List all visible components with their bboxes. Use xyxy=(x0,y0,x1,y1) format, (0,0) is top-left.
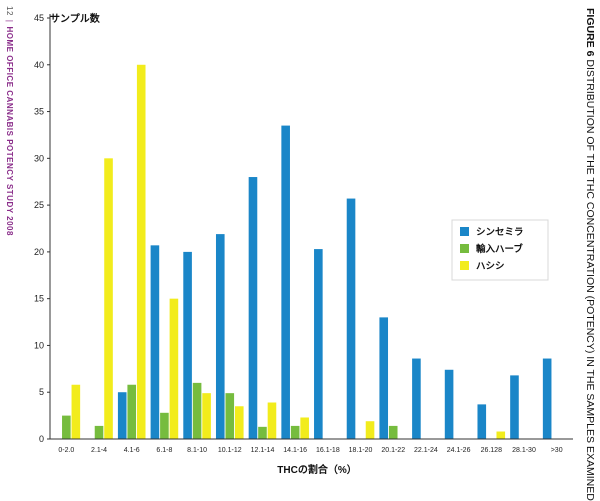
legend-label: 輸入ハーブ xyxy=(476,243,523,255)
bar-sinsemilla-9 xyxy=(346,198,356,439)
x-tick-label: 20.1-22 xyxy=(381,447,405,454)
y-tick-label: 25 xyxy=(34,200,44,210)
y-tick-label: 35 xyxy=(34,107,44,117)
x-tick-label: 28.1-30 xyxy=(512,447,536,454)
bar-sinsemilla-3 xyxy=(150,245,160,439)
bar-imported-herbal-7 xyxy=(290,425,300,439)
bar-imported-herbal-10 xyxy=(388,425,398,439)
bar-hashish-1 xyxy=(104,158,113,439)
bar-hashish-9 xyxy=(365,421,375,439)
bar-sinsemilla-13 xyxy=(477,404,487,439)
bar-imported-herbal-4 xyxy=(192,382,202,439)
y-tick-label: 45 xyxy=(34,13,44,23)
bar-sinsemilla-5 xyxy=(215,234,225,439)
bar-hashish-2 xyxy=(136,64,146,439)
bar-sinsemilla-8 xyxy=(314,249,323,439)
y-tick-label: 5 xyxy=(39,387,44,397)
bar-hashish-5 xyxy=(234,406,244,439)
axes-group: 0 5 10 15 20 25 30 35 40 45 0-2.0 2.1-4 4.1-6 6.1-8 8.… xyxy=(34,13,573,454)
bar-hashish-0 xyxy=(71,384,81,439)
bar-hashish-13 xyxy=(496,431,506,439)
bar-hashish-7 xyxy=(300,417,309,439)
x-tick-label: 14.1-16 xyxy=(283,447,307,454)
legend-swatch xyxy=(460,227,469,236)
bar-hashish-6 xyxy=(267,402,277,439)
x-tick-label: 4.1-6 xyxy=(124,447,140,454)
x-tick-label: 0-2.0 xyxy=(58,447,74,454)
bar-sinsemilla-7 xyxy=(281,125,290,439)
bar-imported-herbal-1 xyxy=(94,425,104,439)
x-tick-label: 26.128 xyxy=(481,447,503,454)
bar-imported-herbal-3 xyxy=(160,412,169,439)
y-tick-label: 20 xyxy=(34,247,44,257)
x-tick-label: 18.1-20 xyxy=(349,447,373,454)
legend-label: ハシシ xyxy=(476,261,505,272)
y-axis-label: サンプル数 xyxy=(50,12,101,25)
bar-imported-herbal-5 xyxy=(225,393,235,439)
x-tick-label: 2.1-4 xyxy=(91,447,107,454)
y-tick-label: 10 xyxy=(34,340,44,350)
x-tick-label: 6.1-8 xyxy=(156,447,172,454)
x-tick-label: 24.1-26 xyxy=(447,447,471,454)
x-tick-label: 22.1-24 xyxy=(414,447,438,454)
y-tick-label: 0 xyxy=(39,434,44,444)
bar-sinsemilla-4 xyxy=(183,251,192,439)
legend-label: シンセミラ xyxy=(476,227,524,238)
bar-sinsemilla-6 xyxy=(248,177,258,440)
x-tick-label: 16.1-18 xyxy=(316,447,340,454)
y-tick-label: 40 xyxy=(34,60,44,70)
legend-swatch xyxy=(460,261,469,270)
bar-imported-herbal-0 xyxy=(62,415,71,439)
y-tick-label: 30 xyxy=(34,153,44,163)
x-tick-label: 12.1-14 xyxy=(251,447,275,454)
bar-sinsemilla-15 xyxy=(542,358,552,439)
x-axis-label: THCの割合（%） xyxy=(277,463,356,476)
x-tick-label: 10.1-12 xyxy=(218,447,242,454)
bar-imported-herbal-6 xyxy=(258,426,267,439)
bar-sinsemilla-10 xyxy=(379,317,389,439)
thc-distribution-chart: 0 5 10 15 20 25 30 35 40 45 0-2.0 2.1-4 4.1-6 6.1-8 8.… xyxy=(34,12,573,476)
bars-group xyxy=(62,64,552,440)
y-tick-label: 15 xyxy=(34,294,44,304)
bar-sinsemilla-14 xyxy=(510,375,519,439)
bar-sinsemilla-11 xyxy=(412,358,421,439)
bar-imported-herbal-2 xyxy=(127,384,137,439)
bar-sinsemilla-2 xyxy=(117,392,127,439)
x-tick-label: >30 xyxy=(551,447,563,454)
bar-hashish-4 xyxy=(202,393,211,439)
bar-sinsemilla-12 xyxy=(444,369,454,439)
legend-swatch xyxy=(460,244,469,253)
bar-hashish-3 xyxy=(169,298,179,439)
x-tick-label: 8.1-10 xyxy=(187,447,207,454)
